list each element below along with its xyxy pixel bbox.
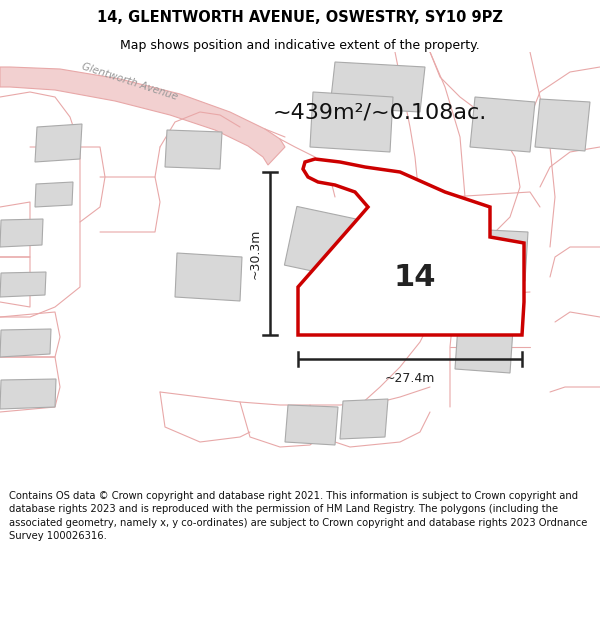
Polygon shape (175, 253, 242, 301)
Polygon shape (310, 92, 393, 152)
Text: Contains OS data © Crown copyright and database right 2021. This information is : Contains OS data © Crown copyright and d… (9, 491, 587, 541)
Text: ~27.4m: ~27.4m (385, 372, 435, 385)
Polygon shape (330, 62, 425, 112)
Polygon shape (0, 329, 51, 357)
Polygon shape (35, 124, 82, 162)
Text: ~439m²/~0.108ac.: ~439m²/~0.108ac. (273, 102, 487, 122)
Text: Glentworth Avenue: Glentworth Avenue (80, 62, 179, 102)
Text: 14, GLENTWORTH AVENUE, OSWESTRY, SY10 9PZ: 14, GLENTWORTH AVENUE, OSWESTRY, SY10 9P… (97, 11, 503, 26)
Polygon shape (165, 130, 222, 169)
Polygon shape (465, 229, 528, 281)
Polygon shape (535, 99, 590, 151)
Polygon shape (455, 325, 513, 373)
Polygon shape (298, 159, 524, 335)
Polygon shape (0, 219, 43, 247)
Polygon shape (0, 379, 56, 409)
Polygon shape (0, 272, 46, 297)
Polygon shape (284, 206, 356, 278)
Text: 14: 14 (394, 262, 436, 291)
Text: Map shows position and indicative extent of the property.: Map shows position and indicative extent… (120, 39, 480, 52)
Polygon shape (0, 67, 285, 165)
Polygon shape (340, 399, 388, 439)
Polygon shape (470, 97, 535, 152)
Text: ~30.3m: ~30.3m (249, 228, 262, 279)
Polygon shape (35, 182, 73, 207)
Polygon shape (285, 405, 338, 445)
